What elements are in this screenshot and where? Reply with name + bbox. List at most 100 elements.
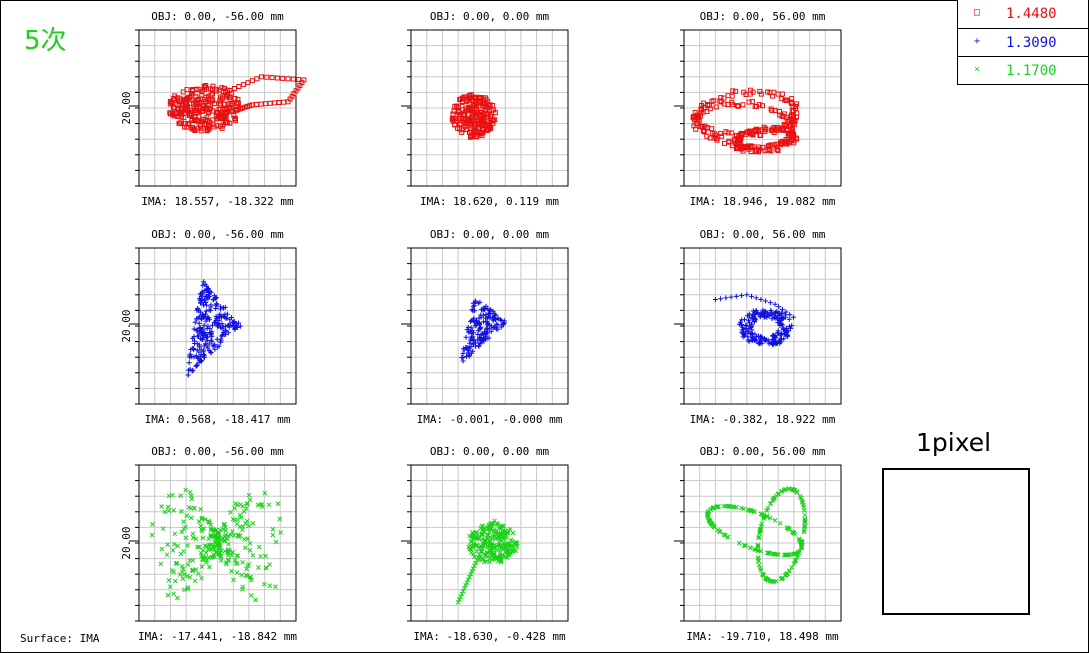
spot-plot: OBJ: 0.00, 56.00 mm IMA: 18.946, 19.082 m…	[674, 10, 842, 208]
obj-field-label: OBJ: 0.00, 0.00 mm	[430, 445, 550, 458]
spot-point	[479, 546, 485, 552]
spot-point	[222, 323, 228, 329]
spot-point	[789, 96, 795, 102]
spot-point	[197, 344, 202, 350]
spot-point	[760, 103, 765, 109]
spot-point	[480, 556, 486, 562]
spot-point	[188, 506, 194, 511]
spot-point	[470, 545, 476, 551]
spot-point	[232, 115, 238, 121]
spot-point	[460, 588, 466, 594]
spot-point	[224, 559, 229, 565]
spot-point	[466, 329, 472, 335]
spot-point	[471, 303, 477, 309]
spot-point	[783, 309, 789, 315]
spot-point	[200, 103, 206, 109]
spot-point	[208, 350, 214, 356]
spot-point	[478, 549, 484, 555]
spot-point	[789, 323, 795, 329]
spot-point	[207, 542, 212, 548]
spot-point	[186, 360, 192, 366]
spot-point	[225, 330, 231, 336]
spot-point	[205, 547, 211, 552]
spot-point	[781, 127, 787, 133]
spot-point	[480, 307, 486, 313]
obj-field-label: OBJ: 0.00, -56.00 mm	[151, 10, 284, 23]
spot-point	[214, 537, 220, 543]
spot-point	[285, 76, 291, 82]
spot-point	[497, 317, 503, 323]
spot-point	[222, 548, 228, 554]
legend-row-wavelength-3: × 1.1700	[958, 56, 1088, 84]
spot-point	[204, 543, 210, 549]
spot-point	[204, 560, 209, 565]
spot-point	[199, 358, 205, 364]
spot-point	[262, 490, 268, 496]
spot-point	[472, 563, 477, 569]
spot-points	[449, 92, 498, 140]
plot-ticks	[674, 29, 684, 187]
spot-point	[771, 142, 777, 148]
spot-point	[201, 121, 207, 127]
spot-point	[224, 92, 230, 98]
spot-point	[278, 530, 283, 535]
spot-point	[749, 331, 755, 336]
spot-point	[232, 95, 238, 101]
spot-point	[496, 542, 501, 548]
spot-point	[783, 97, 789, 103]
spot-point	[770, 579, 775, 584]
spot-point	[267, 100, 273, 106]
spot-point	[498, 558, 504, 564]
ima-position-label: IMA: 18.620, 0.119 mm	[420, 195, 559, 208]
spot-point	[273, 584, 278, 589]
ima-position-label: IMA: -0.382, 18.922 mm	[690, 413, 836, 426]
spot-point	[755, 144, 761, 150]
plot-ticks	[674, 247, 684, 405]
spot-point	[229, 319, 235, 325]
spot-point	[213, 549, 219, 555]
spot-point	[467, 574, 472, 580]
spot-point	[266, 502, 272, 508]
spot-point	[280, 75, 286, 81]
spot-point	[230, 529, 235, 534]
spot-point	[756, 341, 762, 347]
spot-point	[220, 535, 226, 541]
spot-point	[779, 322, 785, 328]
spot-point	[246, 523, 252, 529]
spot-point	[725, 93, 731, 99]
spot-point	[746, 320, 752, 326]
spot-point	[212, 296, 218, 302]
spot-point	[189, 126, 195, 132]
spot-point	[171, 591, 176, 597]
spot-point	[198, 128, 204, 134]
spot-point	[208, 349, 214, 355]
spot-point	[738, 319, 743, 325]
spot-point	[483, 315, 488, 321]
spot-point	[802, 524, 807, 530]
spot-point	[691, 123, 697, 129]
spot-point	[200, 547, 206, 553]
spot-point	[186, 367, 192, 373]
ima-position-label: IMA: -19.710, 18.498 mm	[686, 630, 839, 643]
spot-point	[199, 312, 205, 317]
spot-point	[165, 592, 171, 598]
spot-point	[240, 559, 245, 565]
spot-point	[717, 98, 723, 104]
spot-point	[203, 308, 209, 314]
spot-point	[475, 555, 481, 560]
spot-point	[744, 328, 750, 334]
spot-point	[509, 542, 515, 548]
spot-point	[234, 570, 240, 575]
spot-point	[490, 325, 496, 331]
spot-point	[199, 316, 205, 322]
spot-point	[269, 75, 275, 81]
spot-point	[199, 575, 204, 581]
spot-point	[481, 336, 487, 342]
spot-point	[222, 521, 227, 527]
spot-point	[450, 118, 456, 124]
spot-point	[474, 530, 479, 535]
spot-point	[454, 103, 460, 109]
spot-point	[480, 312, 486, 318]
spot-point	[764, 508, 770, 513]
spot-point	[240, 82, 246, 88]
